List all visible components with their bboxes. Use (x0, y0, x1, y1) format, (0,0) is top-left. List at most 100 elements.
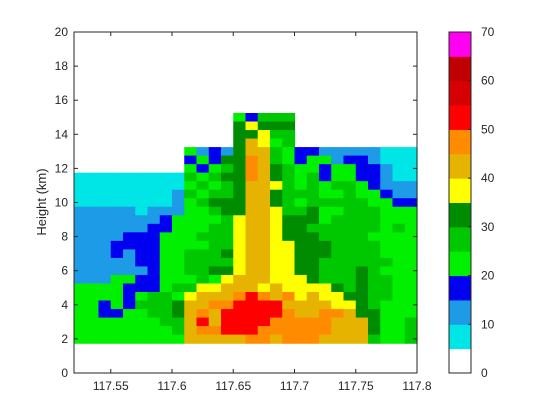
heatmap-cell (172, 292, 185, 302)
heatmap-cell (172, 206, 185, 216)
heatmap-cell (245, 240, 259, 250)
heatmap-cell (306, 147, 320, 157)
heatmap-cell (306, 172, 320, 182)
heatmap-cell (404, 164, 418, 174)
heatmap-cell (294, 223, 308, 233)
heatmap-cell (123, 181, 136, 191)
heatmap-cell (294, 317, 308, 327)
heatmap-cell (270, 215, 283, 225)
heatmap-cell (233, 147, 247, 157)
heatmap-cell (98, 223, 112, 233)
heatmap-cell (86, 309, 100, 319)
heatmap-cell (208, 206, 222, 216)
heatmap-cell (270, 309, 283, 319)
heatmap-cell (98, 309, 112, 319)
heatmap-cell (294, 181, 308, 191)
heatmap-cell (184, 317, 198, 327)
colorbar-swatch (449, 80, 471, 106)
heatmap-cell (184, 249, 198, 259)
heatmap-cell (257, 189, 271, 199)
heatmap-cell (282, 283, 296, 293)
heatmap-cell (380, 215, 394, 225)
heatmap-cell (270, 274, 283, 285)
heatmap-cell (282, 138, 296, 148)
heatmap-cell (380, 249, 394, 259)
heatmap-cell (135, 326, 149, 336)
heatmap-cell (355, 300, 369, 310)
heatmap-cell (135, 283, 149, 293)
x-tick-label: 117.55 (93, 379, 129, 393)
heatmap-cell (147, 223, 161, 233)
heatmap-cell (147, 206, 161, 216)
heatmap-cell (306, 206, 320, 216)
heatmap-cell (110, 181, 124, 191)
heatmap-cell (404, 292, 418, 302)
heatmap-cell (404, 309, 418, 319)
heatmap-cell (159, 326, 173, 336)
heatmap-cell (392, 249, 406, 259)
heatmap-cell (172, 232, 185, 242)
heatmap-cell (172, 198, 185, 208)
heatmap-cell (221, 283, 234, 293)
heatmap-cell (380, 172, 394, 182)
heatmap-cell (368, 155, 381, 165)
heatmap-cell (98, 249, 112, 259)
heatmap-cell (159, 181, 173, 191)
heatmap-cell (208, 309, 222, 319)
heatmap-cell (319, 317, 332, 327)
heatmap-cell (208, 249, 222, 259)
heatmap-cell (331, 181, 345, 191)
heatmap-cell (245, 172, 259, 182)
heatmap-cell (380, 334, 394, 344)
heatmap-cell (319, 164, 332, 174)
heatmap-cell (245, 181, 259, 191)
heatmap-cell (74, 215, 87, 225)
heatmap-cell (355, 274, 369, 285)
heatmap-cell (245, 309, 259, 319)
heatmap-cell (147, 292, 161, 302)
heatmap-cell (123, 206, 136, 216)
heatmap-cell (208, 223, 222, 233)
heatmap-cells (74, 112, 418, 344)
heatmap-cell (208, 274, 222, 285)
heatmap-cell (74, 317, 87, 327)
colorbar-swatch (449, 299, 471, 325)
heatmap-cell (368, 274, 381, 285)
heatmap-cell (123, 326, 136, 336)
heatmap-cell (404, 326, 418, 336)
heatmap-cell (135, 266, 149, 276)
heatmap-cell (355, 147, 369, 157)
y-tick-label: 14 (55, 127, 69, 141)
heatmap-cell (343, 283, 357, 293)
heatmap-cell (123, 240, 136, 250)
heatmap-cell (380, 266, 394, 276)
colorbar-tick-label: 0 (481, 366, 488, 380)
heatmap-cell (392, 283, 406, 293)
heatmap-cell (147, 274, 161, 285)
heatmap-cell (233, 223, 247, 233)
colorbar-tick-label: 60 (481, 74, 495, 88)
heatmap-cell (233, 164, 247, 174)
heatmap-cell (368, 249, 381, 259)
heatmap-cell (392, 232, 406, 242)
heatmap-cell (159, 223, 173, 233)
heatmap-cell (98, 172, 112, 182)
heatmap-cell (343, 172, 357, 182)
heatmap-cell (196, 181, 210, 191)
heatmap-cell (331, 326, 345, 336)
heatmap-cell (208, 334, 222, 344)
heatmap-cell (221, 309, 234, 319)
heatmap-cell (343, 292, 357, 302)
heatmap-cell (208, 283, 222, 293)
heatmap-cell (404, 155, 418, 165)
heatmap-cell (368, 309, 381, 319)
heatmap-cell (86, 326, 100, 336)
heatmap-cell (221, 249, 234, 259)
heatmap-cell (147, 266, 161, 276)
colorbar-tick-label: 10 (481, 317, 495, 331)
heatmap-cell (74, 232, 87, 242)
heatmap-cell (110, 326, 124, 336)
heatmap-cell (380, 240, 394, 250)
heatmap-cell (319, 334, 332, 344)
heatmap-cell (172, 326, 185, 336)
